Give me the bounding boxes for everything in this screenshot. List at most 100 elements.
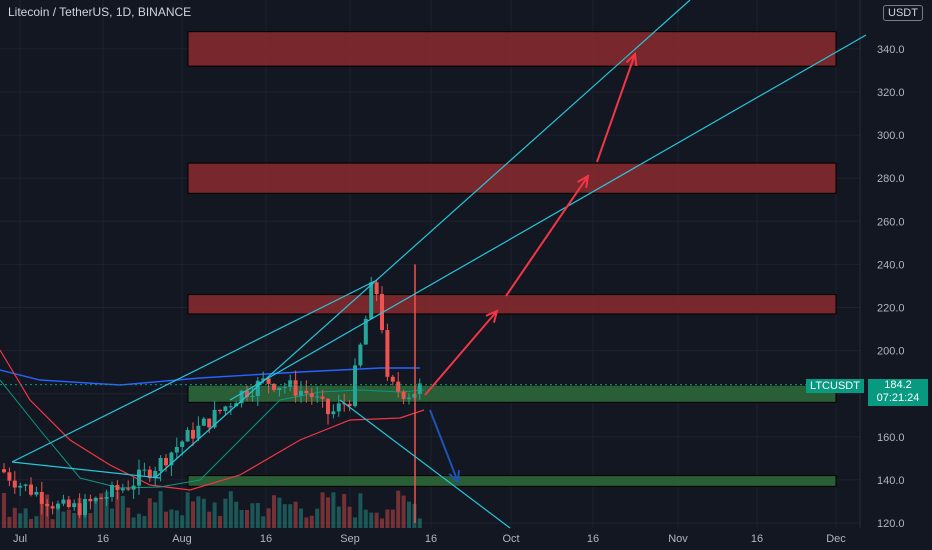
volume-bar	[110, 508, 114, 528]
x-tick-label: 16	[587, 533, 599, 545]
candle-body	[374, 282, 379, 295]
projection-arrow-2	[505, 175, 589, 297]
volume-bar	[207, 511, 212, 528]
volume-bar	[245, 509, 249, 528]
y-tick-label: 280.0	[877, 173, 905, 185]
candle-body	[164, 457, 168, 466]
candle-body	[45, 503, 50, 507]
volume-bar	[326, 497, 330, 528]
volume-bar	[309, 515, 314, 528]
volume-bar	[93, 501, 98, 528]
resistance-zone	[187, 162, 837, 194]
candle-body	[110, 484, 114, 497]
candle-body	[7, 472, 12, 481]
volume-bar	[104, 491, 109, 528]
projection-arrow-down-head	[448, 469, 460, 485]
volume-bar	[147, 498, 152, 528]
candle-body	[347, 403, 352, 407]
y-tick-label: 300.0	[877, 130, 905, 142]
volume-bar	[191, 501, 195, 528]
volume-bar	[293, 501, 298, 528]
candle-body	[369, 282, 374, 319]
candle-body	[2, 469, 6, 473]
x-tick-label: Dec	[826, 533, 846, 545]
y-tick-label: 240.0	[877, 259, 905, 271]
volume-bar	[29, 519, 33, 528]
candle-body	[83, 498, 87, 516]
candle-body	[56, 503, 60, 509]
volume-bar	[185, 492, 190, 528]
candle-body	[180, 441, 185, 447]
candle-body	[266, 378, 271, 384]
candle-body	[34, 492, 39, 495]
candle-body	[153, 471, 158, 479]
chart-title: Litecoin / TetherUS, 1D, BINANCE	[8, 5, 192, 19]
candle-body	[299, 390, 303, 396]
candle-body	[358, 344, 363, 366]
volume-bar	[196, 496, 201, 528]
candle-body	[390, 376, 395, 382]
volume-bar	[137, 513, 141, 528]
candle-body	[93, 497, 98, 502]
candle-body	[88, 498, 93, 502]
resistance-zone	[187, 294, 837, 315]
x-tick-label: 16	[97, 533, 109, 545]
x-tick-label: 16	[751, 533, 763, 545]
x-tick-label: Aug	[172, 533, 192, 545]
candle-body	[320, 396, 325, 399]
current-price-value: 184.2	[884, 379, 912, 391]
volume-bar	[158, 491, 163, 528]
trendline-down	[339, 399, 511, 529]
volume-bar	[299, 508, 303, 528]
volume-bar	[315, 508, 320, 528]
volume-bar	[56, 503, 60, 528]
y-tick-label: 160.0	[877, 432, 905, 444]
volume-bar	[72, 513, 77, 528]
resistance-zone	[187, 31, 837, 67]
candle-body	[417, 383, 422, 394]
volume-bar	[164, 511, 168, 528]
y-tick-label: 220.0	[877, 303, 905, 315]
volume-bar	[50, 519, 55, 528]
volume-bar	[347, 506, 352, 528]
candle-body	[288, 380, 293, 387]
volume-bar	[2, 492, 6, 528]
candle-body	[191, 429, 195, 439]
volume-bar	[380, 518, 384, 528]
candle-body	[282, 386, 287, 388]
candle-body	[218, 409, 222, 412]
x-tick-label: Oct	[502, 533, 519, 545]
volume-bar	[401, 495, 406, 528]
y-tick-label: 260.0	[877, 216, 905, 228]
volume-bar	[23, 508, 28, 528]
ma-50-line	[0, 349, 425, 491]
candle-body	[126, 488, 131, 490]
volume-bar	[218, 516, 222, 528]
candle-body	[39, 492, 44, 504]
bar-countdown: 07:21:24	[876, 392, 920, 404]
candle-body	[29, 484, 33, 495]
candle-body	[396, 381, 401, 392]
x-tick-label: 16	[425, 533, 437, 545]
currency-badge[interactable]: USDT	[883, 5, 923, 21]
candle-body	[158, 457, 163, 472]
volume-bar	[353, 517, 357, 528]
volume-bar	[282, 504, 287, 528]
candle-body	[72, 503, 77, 508]
trendline-base	[11, 461, 161, 479]
y-tick-label: 320.0	[877, 87, 905, 99]
candle-body	[309, 393, 314, 398]
volume-bar	[180, 515, 185, 528]
x-tick-label: 16	[260, 533, 272, 545]
volume-bar	[12, 507, 17, 528]
volume-bar	[212, 502, 217, 528]
candle-body	[185, 429, 190, 442]
candle-body	[385, 330, 390, 377]
candle-body	[12, 480, 17, 488]
volume-bar	[266, 508, 271, 528]
candle-body	[77, 503, 82, 516]
candle-body	[104, 496, 109, 499]
volume-bar	[126, 507, 131, 528]
volume-bar	[18, 513, 23, 528]
